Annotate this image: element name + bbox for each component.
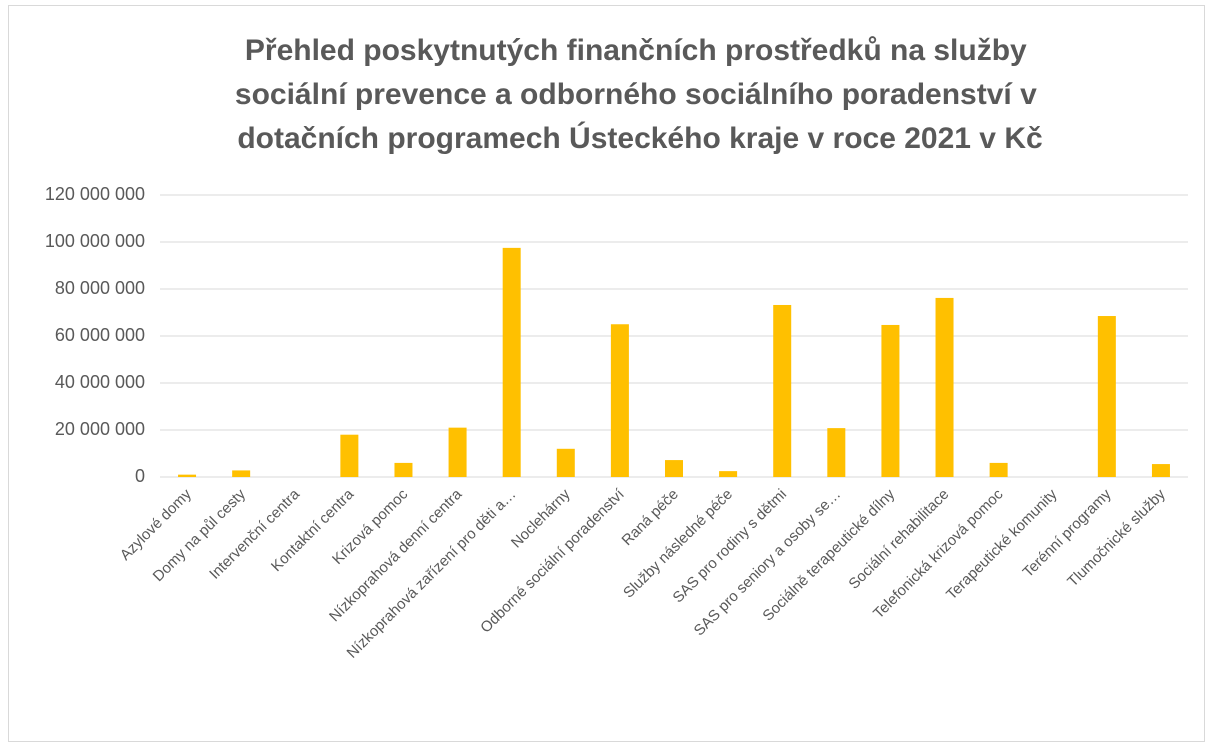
bar xyxy=(773,304,792,477)
bar xyxy=(178,474,197,477)
title-line: Přehled poskytnutých finančních prostřed… xyxy=(245,34,1027,67)
bar xyxy=(881,324,900,477)
y-tick-label: 0 xyxy=(135,466,145,486)
bar xyxy=(719,471,738,477)
bar xyxy=(448,427,467,477)
bar xyxy=(556,448,575,477)
bar xyxy=(665,460,683,477)
bar xyxy=(610,324,629,477)
bar xyxy=(1151,464,1170,477)
y-tick-label: 60 000 000 xyxy=(55,325,145,345)
title-line: dotačních programech Ústeckého kraje v r… xyxy=(237,121,1042,155)
bar xyxy=(340,434,359,477)
bar xyxy=(827,428,846,477)
y-tick-label: 20 000 000 xyxy=(55,419,145,439)
y-tick-label: 40 000 000 xyxy=(55,372,145,392)
title-line: sociální prevence a odborného sociálního… xyxy=(235,78,1037,111)
bar xyxy=(935,297,954,477)
y-tick-label: 100 000 000 xyxy=(45,231,145,251)
bar xyxy=(989,462,1008,477)
y-tick-label: 80 000 000 xyxy=(55,278,145,298)
chart-border xyxy=(8,5,1205,742)
bar xyxy=(232,470,251,477)
bar xyxy=(394,462,413,477)
bar xyxy=(502,247,521,477)
chart-title: Přehled poskytnutých finančních prostřed… xyxy=(235,34,1045,155)
y-tick-label: 120 000 000 xyxy=(45,184,145,204)
bar xyxy=(1097,316,1116,477)
